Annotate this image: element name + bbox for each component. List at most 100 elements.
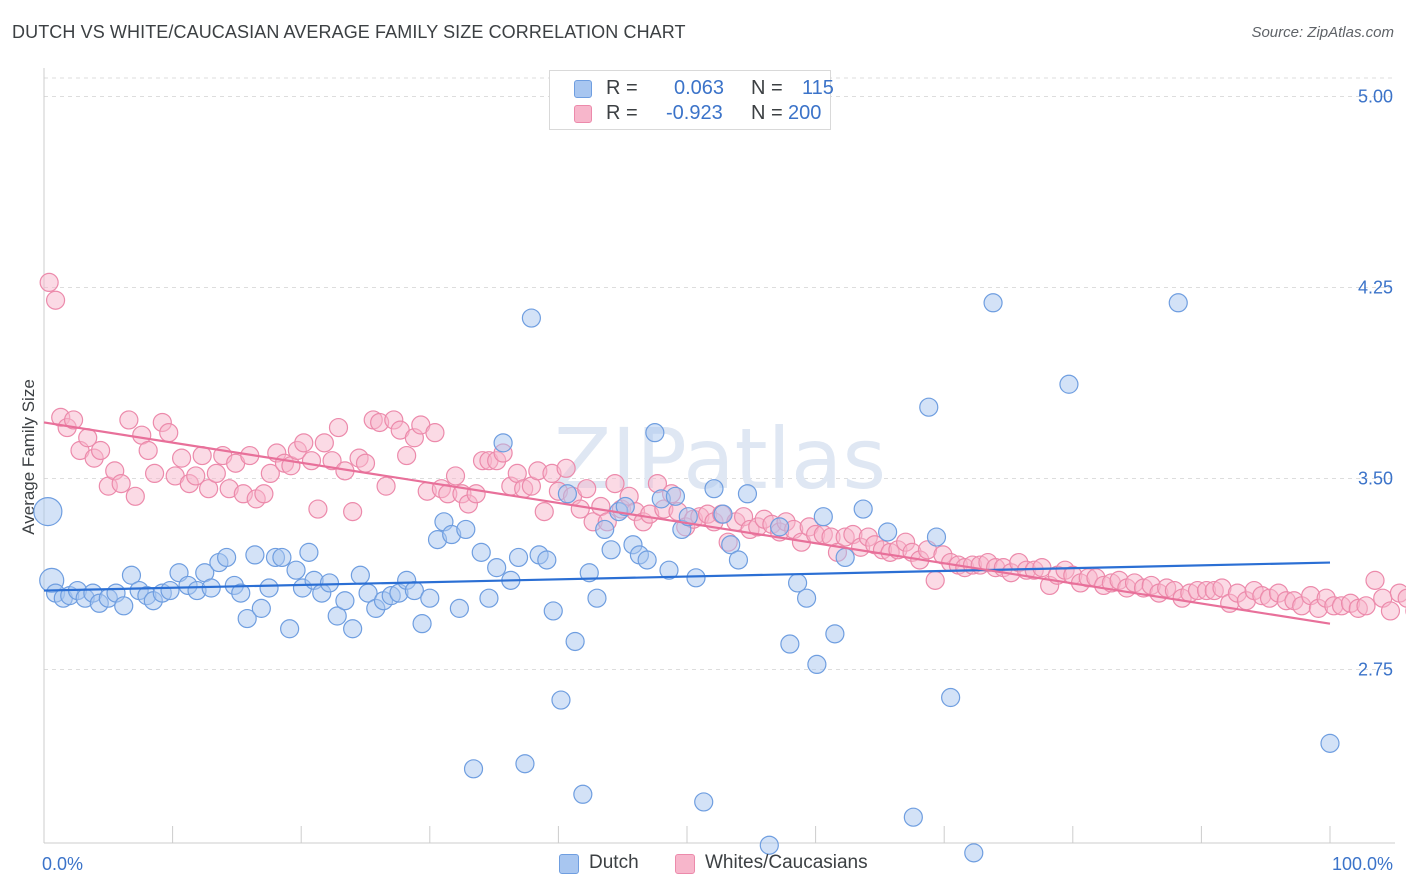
point-whites: [1397, 588, 1406, 608]
point-dutch: [926, 527, 947, 547]
r-label: R =: [606, 77, 638, 99]
point-whites: [425, 423, 445, 443]
point-whites: [308, 499, 328, 519]
point-dutch: [919, 397, 939, 417]
point-dutch: [1320, 733, 1340, 753]
n-label: N =: [751, 102, 783, 124]
point-dutch: [463, 759, 484, 779]
y-axis-label: Average Family Size: [19, 379, 38, 535]
point-dutch: [543, 601, 563, 621]
point-dutch: [449, 598, 469, 618]
point-whites: [466, 484, 486, 504]
r-value: -0.923: [666, 102, 723, 124]
point-dutch: [327, 606, 347, 626]
point-dutch: [825, 624, 845, 644]
point-dutch: [941, 687, 961, 708]
point-whites: [199, 479, 219, 499]
y-tick-label: 3.50: [1358, 469, 1393, 489]
point-dutch: [272, 547, 292, 568]
point-dutch: [33, 497, 63, 527]
point-whites: [63, 410, 84, 430]
point-dutch: [659, 560, 679, 580]
point-dutch: [665, 486, 686, 506]
point-whites: [45, 290, 66, 310]
point-whites: [301, 451, 322, 471]
point-dutch: [678, 507, 698, 527]
point-dutch: [721, 535, 741, 555]
point-whites: [925, 570, 945, 590]
trend-lines: [43, 421, 1331, 625]
r-label: R =: [606, 102, 638, 124]
r-value: 0.063: [674, 77, 725, 99]
point-dutch: [759, 835, 779, 855]
series-dutch: [33, 293, 1340, 863]
point-whites: [1380, 601, 1401, 621]
x-tick-labels: 0.0% 100.0%: [42, 854, 1393, 874]
point-dutch: [637, 550, 657, 570]
point-dutch: [121, 565, 142, 585]
point-whites: [138, 440, 158, 461]
point-dutch: [537, 550, 557, 570]
legend-swatch-whites: [574, 105, 592, 123]
point-dutch: [493, 433, 513, 453]
point-dutch: [601, 540, 621, 560]
point-whites: [445, 466, 466, 486]
n-value: 115: [802, 77, 834, 99]
point-whites: [397, 445, 417, 466]
point-whites: [376, 476, 396, 496]
gridlines: [44, 77, 1395, 670]
point-dutch: [508, 547, 529, 568]
point-whites: [111, 473, 131, 494]
point-dutch: [487, 558, 507, 578]
point-dutch: [343, 619, 363, 639]
point-dutch: [835, 547, 855, 568]
point-dutch: [903, 807, 923, 827]
point-whites: [260, 463, 280, 484]
point-dutch: [645, 423, 665, 443]
point-whites: [294, 433, 314, 453]
legend-swatch-dutch: [559, 854, 579, 874]
point-dutch: [286, 560, 306, 580]
point-dutch: [1059, 374, 1079, 394]
source-label: Source: ZipAtlas.com: [1251, 24, 1394, 41]
point-dutch: [853, 499, 873, 519]
y-tick-label: 4.25: [1358, 278, 1393, 298]
point-whites: [39, 272, 59, 293]
point-dutch: [686, 568, 706, 588]
point-dutch: [704, 479, 724, 499]
point-dutch: [237, 608, 257, 629]
point-whites: [343, 502, 363, 522]
x-tick-label: 0.0%: [42, 854, 83, 874]
point-dutch: [245, 545, 265, 565]
y-tick-labels: 5.00 4.25 3.50 2.75: [1358, 87, 1393, 680]
point-whites: [322, 451, 342, 471]
point-dutch: [1168, 293, 1188, 313]
point-dutch: [319, 573, 340, 593]
point-whites: [577, 479, 597, 499]
point-whites: [206, 463, 226, 484]
point-dutch: [420, 588, 440, 608]
chart-title: DUTCH VS WHITE/CAUCASIAN AVERAGE FAMILY …: [12, 22, 686, 42]
trend-line-whites: [43, 421, 1331, 625]
axes: [43, 68, 1395, 844]
point-whites: [1365, 570, 1385, 590]
point-whites: [605, 473, 625, 494]
point-dutch: [595, 519, 615, 540]
point-dutch: [280, 619, 300, 639]
point-dutch: [251, 598, 271, 618]
point-whites: [144, 463, 165, 484]
point-dutch: [299, 542, 319, 562]
x-tick-label: 100.0%: [1332, 854, 1393, 874]
point-whites: [314, 433, 334, 453]
point-dutch: [769, 517, 790, 537]
point-dutch: [456, 519, 476, 540]
point-dutch: [557, 484, 578, 504]
point-dutch: [737, 484, 758, 504]
point-whites: [355, 453, 376, 473]
point-dutch: [983, 293, 1003, 313]
point-dutch: [713, 504, 733, 524]
point-dutch: [780, 634, 800, 654]
legend-swatch-dutch: [574, 80, 592, 98]
point-dutch: [259, 578, 279, 598]
